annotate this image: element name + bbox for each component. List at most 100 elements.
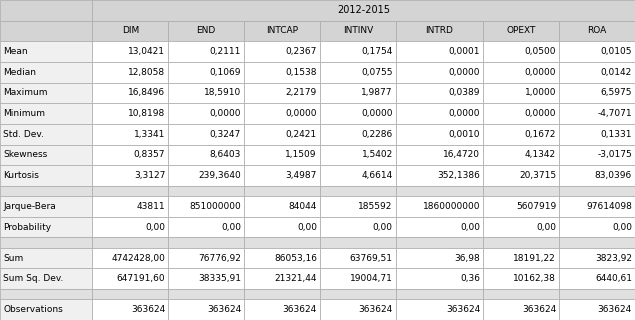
Bar [92, 268, 168, 289]
Bar [92, 41, 168, 62]
Bar [244, 165, 320, 186]
Bar [244, 248, 320, 268]
Text: 4742428,00: 4742428,00 [111, 253, 165, 263]
Bar [483, 217, 559, 237]
Text: Std. Dev.: Std. Dev. [3, 130, 44, 139]
Bar [244, 103, 320, 124]
Text: 0,0000: 0,0000 [525, 109, 556, 118]
Bar [396, 21, 483, 41]
Bar [0, 124, 92, 145]
Text: 36,98: 36,98 [455, 253, 480, 263]
Text: DIM: DIM [122, 27, 139, 36]
Bar [320, 237, 396, 248]
Bar [320, 289, 396, 299]
Bar [396, 289, 483, 299]
Bar [320, 41, 396, 62]
Text: 6,5975: 6,5975 [601, 88, 632, 97]
Text: 363624: 363624 [598, 305, 632, 314]
Bar [0, 299, 92, 320]
Bar [244, 124, 320, 145]
Bar [320, 103, 396, 124]
Bar [483, 299, 559, 320]
Text: 6440,61: 6440,61 [595, 274, 632, 283]
Text: 363624: 363624 [446, 305, 480, 314]
Text: 1,5402: 1,5402 [361, 150, 393, 159]
Text: 20,3715: 20,3715 [519, 171, 556, 180]
Bar [483, 268, 559, 289]
Text: Median: Median [3, 68, 36, 77]
Text: 16,4720: 16,4720 [443, 150, 480, 159]
Text: Minimum: Minimum [3, 109, 45, 118]
Text: 0,1331: 0,1331 [601, 130, 632, 139]
Bar [168, 268, 244, 289]
Bar [168, 165, 244, 186]
Bar [320, 62, 396, 83]
Text: 13,0421: 13,0421 [128, 47, 165, 56]
Text: 0,2421: 0,2421 [286, 130, 317, 139]
Bar [168, 21, 244, 41]
Text: 1,3341: 1,3341 [134, 130, 165, 139]
Text: -4,7071: -4,7071 [598, 109, 632, 118]
Bar [168, 299, 244, 320]
Text: 12,8058: 12,8058 [128, 68, 165, 77]
Text: 0,00: 0,00 [460, 223, 480, 232]
Text: 5607919: 5607919 [516, 202, 556, 211]
Bar [559, 186, 635, 196]
Bar [168, 41, 244, 62]
Bar [0, 145, 92, 165]
Text: 0,0001: 0,0001 [449, 47, 480, 56]
Bar [244, 196, 320, 217]
Text: 0,0755: 0,0755 [361, 68, 393, 77]
Text: 1,1509: 1,1509 [285, 150, 317, 159]
Bar [320, 268, 396, 289]
Bar [396, 124, 483, 145]
Text: 86053,16: 86053,16 [274, 253, 317, 263]
Text: 363624: 363624 [359, 305, 393, 314]
Text: 18,5910: 18,5910 [204, 88, 241, 97]
Bar [483, 41, 559, 62]
Text: 0,0010: 0,0010 [449, 130, 480, 139]
Bar [244, 41, 320, 62]
Text: INTINV: INTINV [343, 27, 373, 36]
Bar [320, 21, 396, 41]
Text: 239,3640: 239,3640 [198, 171, 241, 180]
Bar [320, 145, 396, 165]
Bar [92, 0, 635, 21]
Text: 21321,44: 21321,44 [274, 274, 317, 283]
Bar [559, 83, 635, 103]
Bar [559, 165, 635, 186]
Bar [483, 165, 559, 186]
Bar [483, 237, 559, 248]
Text: -3,0175: -3,0175 [598, 150, 632, 159]
Text: 0,0000: 0,0000 [285, 109, 317, 118]
Bar [92, 83, 168, 103]
Bar [559, 145, 635, 165]
Text: Skewness: Skewness [3, 150, 47, 159]
Bar [483, 62, 559, 83]
Bar [168, 186, 244, 196]
Bar [396, 237, 483, 248]
Bar [559, 237, 635, 248]
Text: 0,1538: 0,1538 [285, 68, 317, 77]
Bar [244, 21, 320, 41]
Text: 0,2111: 0,2111 [210, 47, 241, 56]
Bar [559, 21, 635, 41]
Bar [0, 186, 92, 196]
Text: 0,0142: 0,0142 [601, 68, 632, 77]
Text: 0,0389: 0,0389 [449, 88, 480, 97]
Bar [244, 268, 320, 289]
Bar [244, 62, 320, 83]
Bar [396, 268, 483, 289]
Bar [0, 196, 92, 217]
Text: 0,0000: 0,0000 [449, 109, 480, 118]
Text: 43811: 43811 [137, 202, 165, 211]
Text: 363624: 363624 [283, 305, 317, 314]
Bar [92, 248, 168, 268]
Bar [168, 124, 244, 145]
Bar [559, 196, 635, 217]
Text: INTRD: INTRD [425, 27, 453, 36]
Text: 0,1672: 0,1672 [525, 130, 556, 139]
Bar [0, 21, 92, 41]
Bar [0, 41, 92, 62]
Text: 97614098: 97614098 [586, 202, 632, 211]
